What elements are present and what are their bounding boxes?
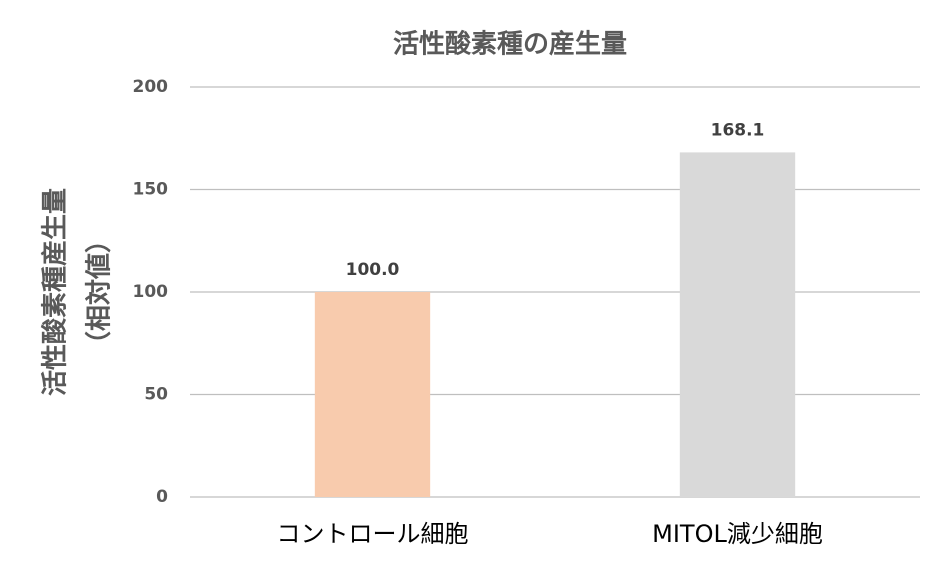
y-axis-label: 活性酸素種産生量 [40,188,71,396]
y-tick-label: 200 [133,77,169,97]
y-tick-label: 50 [144,385,168,405]
y-tick-label: 150 [133,180,169,200]
chart-title: 活性酸素種の産生量 [393,29,627,60]
value-label: 100.0 [346,260,400,280]
bar [679,152,796,497]
x-tick-label: コントロール細胞 [277,520,469,548]
y-tick-label: 100 [133,282,169,302]
value-label: 168.1 [711,120,765,140]
y-axis-label: （相対値） [85,227,115,357]
x-tick-label: MITOL減少細胞 [652,520,823,548]
y-tick-label: 0 [156,487,168,507]
bar [314,292,431,497]
